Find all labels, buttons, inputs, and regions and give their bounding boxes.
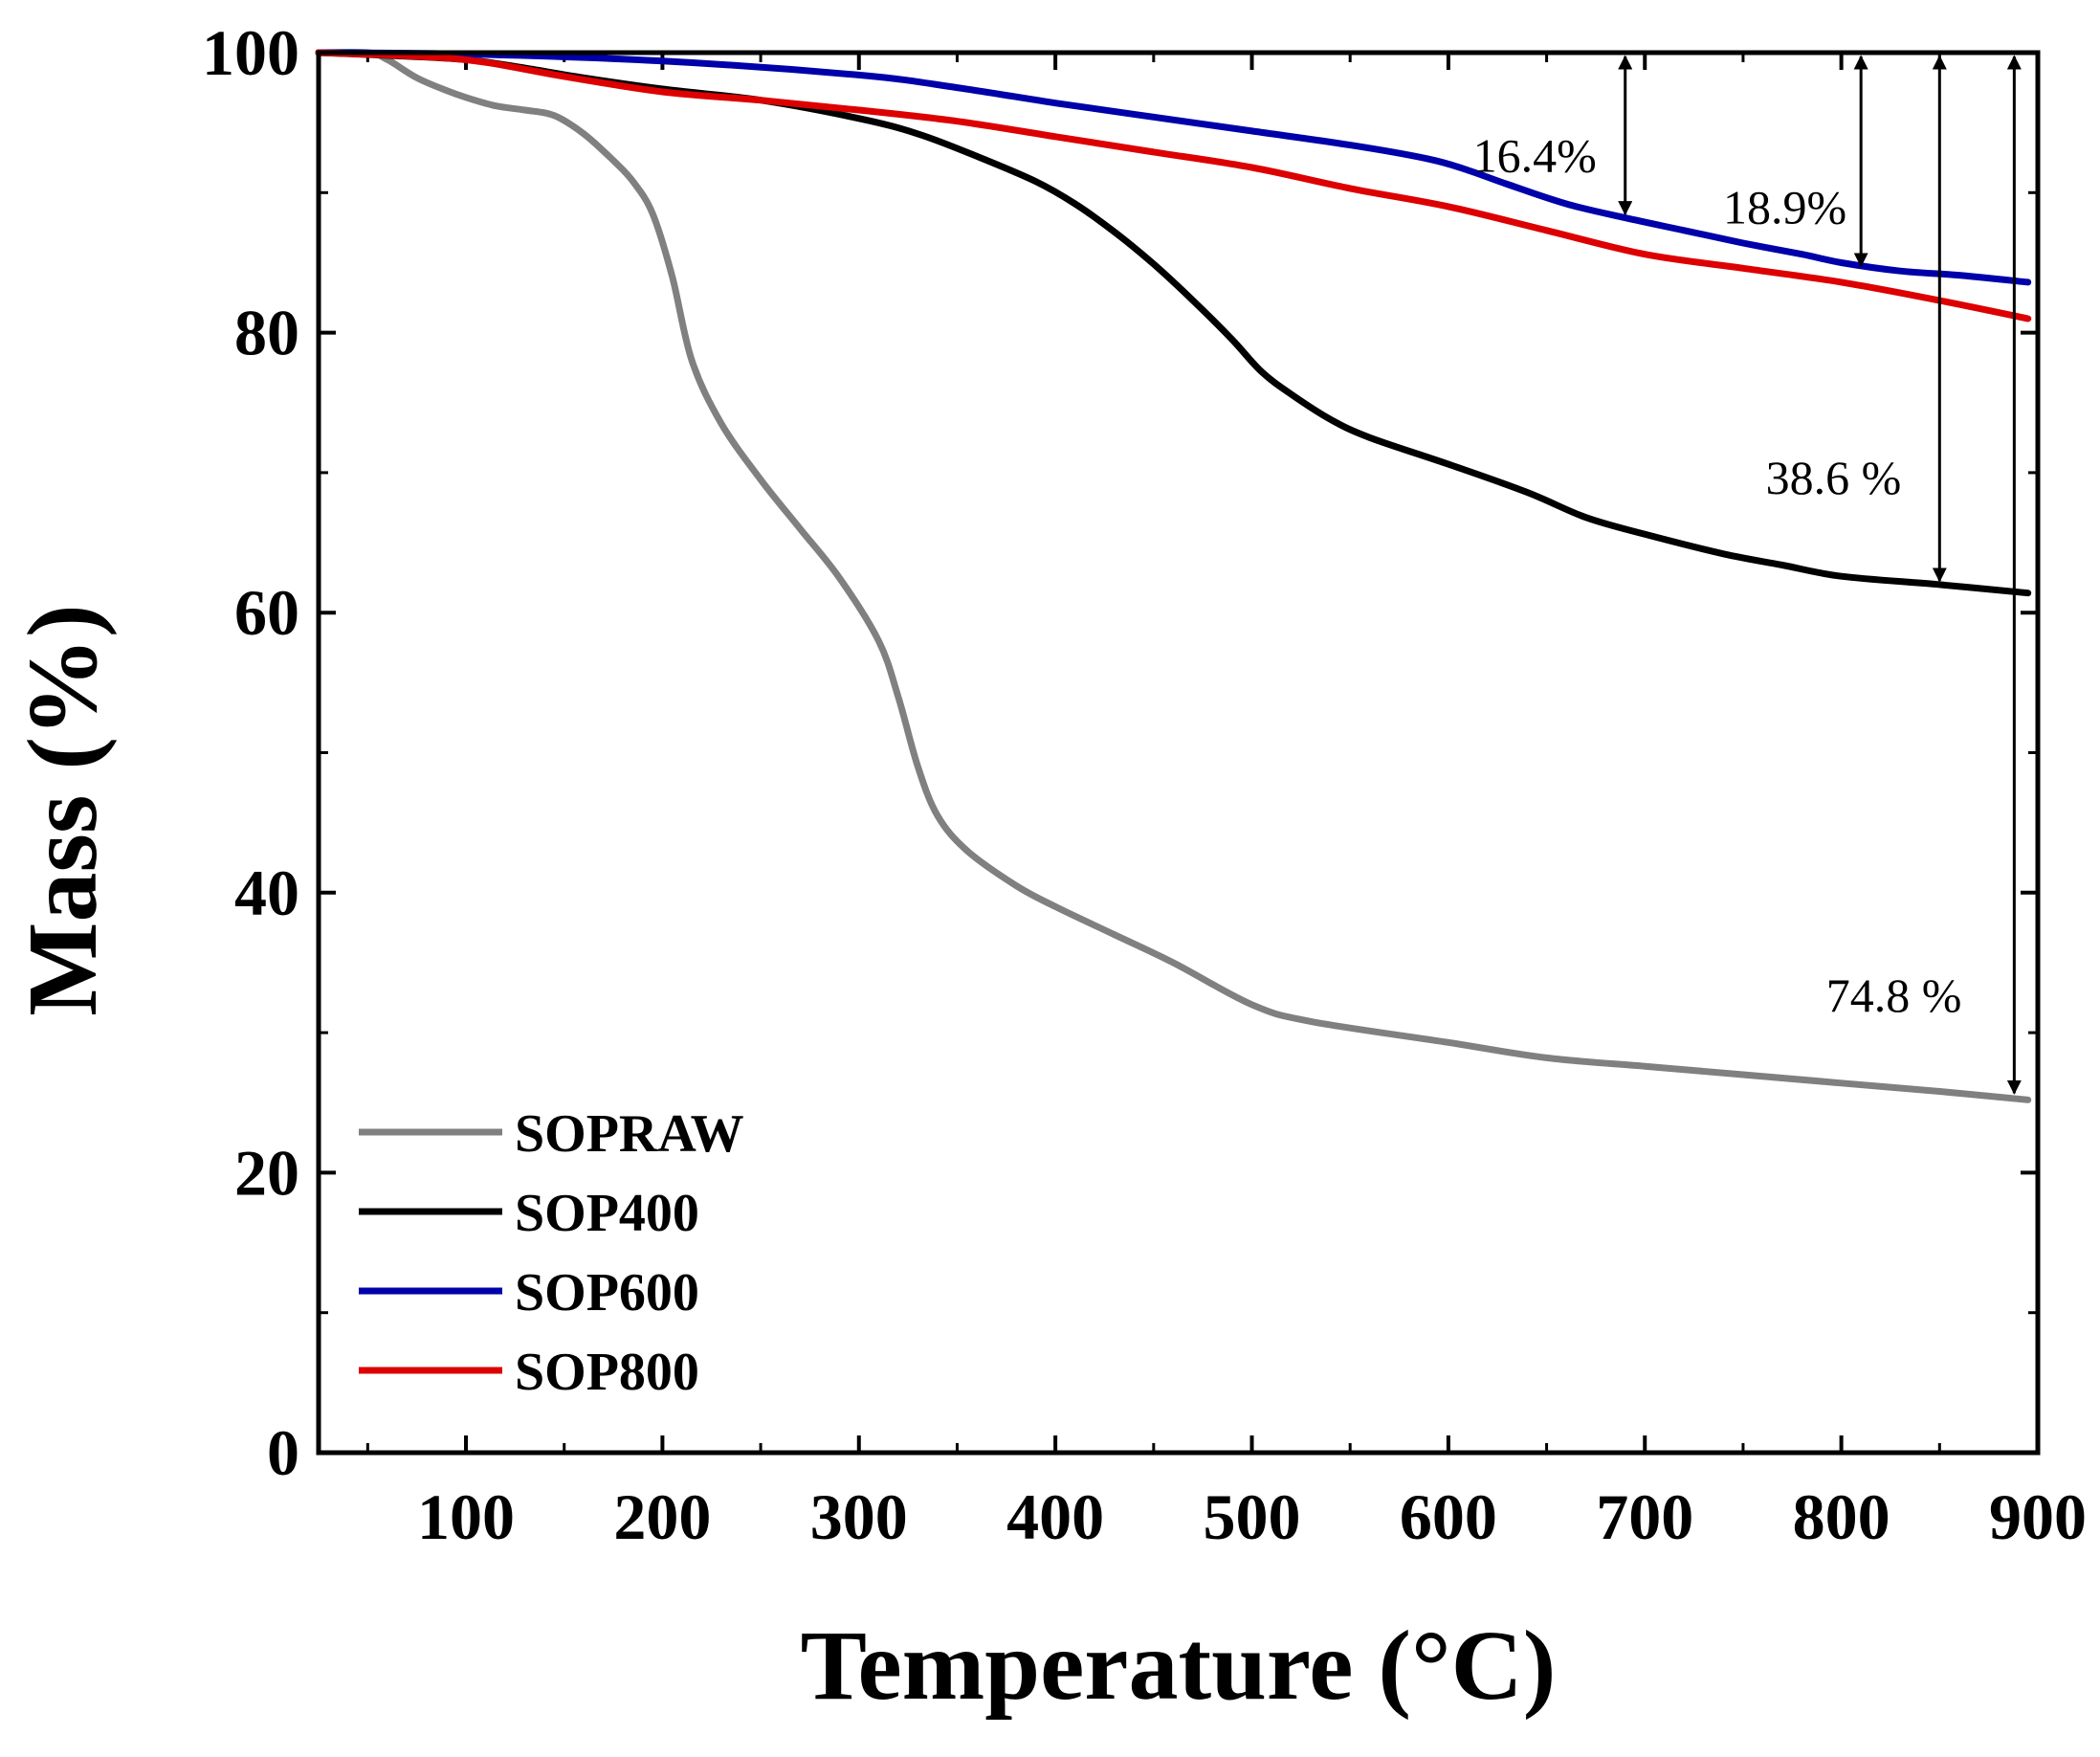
x-tick-label: 400 xyxy=(1006,1480,1104,1553)
legend: SOPRAW SOP400 SOP600 SOP800 xyxy=(359,1104,744,1402)
x-tick-label: 500 xyxy=(1204,1480,1301,1553)
x-tick-label: 800 xyxy=(1793,1480,1890,1553)
axes-layer: 100 200 300 400 500 600 700 800 900 0 20 40 60 80 100 xyxy=(202,16,2087,1553)
annotation-label: 16.4% xyxy=(1473,128,1597,182)
series-line-sop600 xyxy=(315,49,2032,286)
annotation-layer: 16.4% 18.9% 38.6 % 74.8 % xyxy=(1473,55,2022,1095)
x-tick-label: 700 xyxy=(1596,1480,1693,1553)
series-line-sopraw xyxy=(315,48,2032,1103)
y-tick-label: 0 xyxy=(267,1416,299,1489)
y-tick-label: 100 xyxy=(202,16,299,89)
y-tick-label: 20 xyxy=(234,1136,299,1209)
annotation-label: 18.9% xyxy=(1723,180,1846,234)
x-axis-title: Temperature (°C) xyxy=(801,1611,1557,1721)
series-layer xyxy=(315,48,2032,1103)
annotation-label: 38.6 % xyxy=(1766,451,1902,504)
x-tick-label: 100 xyxy=(417,1480,515,1553)
series-line-sop800 xyxy=(315,49,2032,322)
legend-label-sop800: SOP800 xyxy=(515,1343,699,1402)
y-axis-title: Mass (%) xyxy=(8,604,118,1015)
x-tick-label: 900 xyxy=(1989,1480,2087,1553)
y-tick-label: 60 xyxy=(234,576,299,649)
legend-label-sop400: SOP400 xyxy=(515,1184,699,1243)
series-line-sop400 xyxy=(315,49,2032,597)
y-tick-label: 80 xyxy=(234,297,299,369)
legend-label-sopraw: SOPRAW xyxy=(515,1104,744,1164)
y-tick-label: 40 xyxy=(234,856,299,929)
x-tick-label: 600 xyxy=(1400,1480,1497,1553)
plot-frame xyxy=(316,50,2041,1456)
x-tick-label: 200 xyxy=(613,1480,711,1553)
annotation-label: 74.8 % xyxy=(1826,968,1962,1022)
x-tick-label: 300 xyxy=(810,1480,908,1553)
legend-label-sop600: SOP600 xyxy=(515,1263,699,1323)
